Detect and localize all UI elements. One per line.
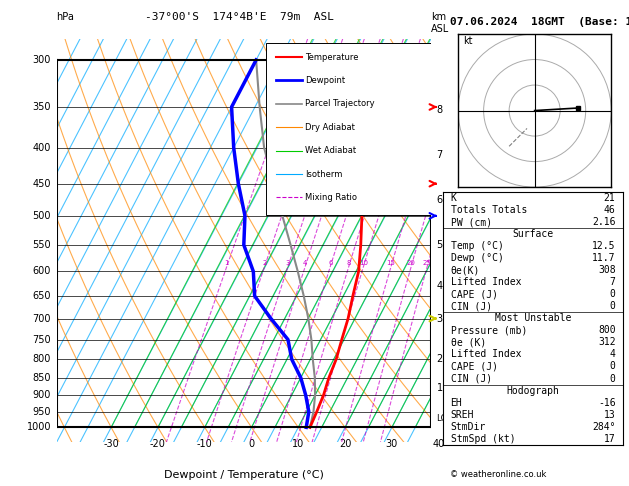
Text: Parcel Trajectory: Parcel Trajectory: [306, 99, 375, 108]
Text: EH: EH: [450, 398, 462, 408]
Text: 7: 7: [610, 277, 616, 287]
Text: 0: 0: [610, 374, 616, 383]
Text: km
ASL: km ASL: [431, 12, 449, 34]
Text: 750: 750: [32, 334, 51, 345]
Text: 900: 900: [33, 390, 51, 400]
Text: Lifted Index: Lifted Index: [450, 277, 521, 287]
Text: 600: 600: [33, 266, 51, 277]
Text: SREH: SREH: [450, 410, 474, 419]
Text: 30: 30: [386, 439, 398, 450]
Text: 12.5: 12.5: [592, 241, 616, 251]
Text: 350: 350: [33, 102, 51, 112]
Text: -37°00'S  174°4B'E  79m  ASL: -37°00'S 174°4B'E 79m ASL: [145, 12, 333, 22]
Text: 5: 5: [437, 240, 443, 250]
Text: 13: 13: [604, 410, 616, 419]
Text: Lifted Index: Lifted Index: [450, 349, 521, 360]
Text: 17: 17: [604, 434, 616, 444]
Text: Surface: Surface: [513, 229, 554, 239]
Text: 4: 4: [437, 281, 443, 292]
Text: Dewp (°C): Dewp (°C): [450, 253, 503, 263]
Text: 4: 4: [610, 349, 616, 360]
Text: K: K: [450, 193, 457, 203]
Text: 20: 20: [407, 260, 416, 266]
Text: 07.06.2024  18GMT  (Base: 12): 07.06.2024 18GMT (Base: 12): [450, 17, 629, 27]
Text: 2: 2: [437, 354, 443, 364]
Text: Wet Adiabat: Wet Adiabat: [306, 146, 357, 155]
Text: kt: kt: [463, 36, 473, 46]
Text: 21: 21: [604, 193, 616, 203]
Text: 2.16: 2.16: [592, 217, 616, 227]
Text: Temperature: Temperature: [306, 52, 359, 62]
Text: 20: 20: [339, 439, 351, 450]
Text: -20: -20: [150, 439, 166, 450]
Text: CIN (J): CIN (J): [450, 374, 492, 383]
Text: CAPE (J): CAPE (J): [450, 289, 498, 299]
Text: 500: 500: [33, 211, 51, 221]
Text: Hodograph: Hodograph: [506, 385, 560, 396]
Text: 700: 700: [33, 313, 51, 324]
Text: Most Unstable: Most Unstable: [495, 313, 571, 323]
Text: Mixing Ratio (g/kg): Mixing Ratio (g/kg): [452, 194, 462, 287]
Text: 11.7: 11.7: [592, 253, 616, 263]
Text: Dewpoint / Temperature (°C): Dewpoint / Temperature (°C): [164, 470, 324, 481]
Text: 2: 2: [262, 260, 267, 266]
Text: 0: 0: [610, 301, 616, 312]
Text: Pressure (mb): Pressure (mb): [450, 325, 527, 335]
Text: PW (cm): PW (cm): [450, 217, 492, 227]
Text: 46: 46: [604, 205, 616, 215]
Text: 6: 6: [328, 260, 333, 266]
Text: CAPE (J): CAPE (J): [450, 362, 498, 371]
Text: 0: 0: [248, 439, 255, 450]
Text: 7: 7: [437, 150, 443, 160]
Text: 0: 0: [610, 362, 616, 371]
Text: θe (K): θe (K): [450, 337, 486, 347]
Text: 400: 400: [33, 143, 51, 153]
Text: θe(K): θe(K): [450, 265, 480, 275]
Text: 4: 4: [303, 260, 308, 266]
Text: 0: 0: [610, 289, 616, 299]
Text: 300: 300: [33, 55, 51, 65]
Text: 3: 3: [286, 260, 290, 266]
Text: 650: 650: [33, 291, 51, 301]
Text: © weatheronline.co.uk: © weatheronline.co.uk: [450, 469, 546, 479]
Text: -10: -10: [197, 439, 213, 450]
Text: 25: 25: [423, 260, 431, 266]
Text: LCL: LCL: [437, 414, 452, 422]
Text: 1: 1: [225, 260, 229, 266]
Text: 3: 3: [437, 313, 443, 324]
Text: 450: 450: [33, 179, 51, 189]
Text: 1: 1: [437, 383, 443, 393]
Text: 950: 950: [33, 407, 51, 417]
Text: -16: -16: [598, 398, 616, 408]
Text: 550: 550: [32, 240, 51, 250]
Text: 800: 800: [598, 325, 616, 335]
Text: 284°: 284°: [592, 422, 616, 432]
Text: CIN (J): CIN (J): [450, 301, 492, 312]
Text: -30: -30: [103, 439, 119, 450]
Text: Totals Totals: Totals Totals: [450, 205, 527, 215]
Text: hPa: hPa: [57, 12, 74, 22]
Text: 6: 6: [437, 195, 443, 205]
Text: 312: 312: [598, 337, 616, 347]
Text: Dry Adiabat: Dry Adiabat: [306, 123, 355, 132]
Text: 800: 800: [33, 354, 51, 364]
Text: 10: 10: [292, 439, 304, 450]
FancyBboxPatch shape: [266, 43, 435, 215]
Text: 15: 15: [387, 260, 396, 266]
Text: StmDir: StmDir: [450, 422, 486, 432]
Text: 850: 850: [33, 373, 51, 383]
Text: Mixing Ratio: Mixing Ratio: [306, 193, 357, 202]
Text: 40: 40: [433, 439, 445, 450]
Text: 8: 8: [347, 260, 351, 266]
Text: 308: 308: [598, 265, 616, 275]
Text: Temp (°C): Temp (°C): [450, 241, 503, 251]
Text: StmSpd (kt): StmSpd (kt): [450, 434, 515, 444]
Text: Dewpoint: Dewpoint: [306, 76, 345, 85]
Text: 10: 10: [359, 260, 368, 266]
Text: 1000: 1000: [26, 422, 51, 433]
Text: Isotherm: Isotherm: [306, 170, 343, 178]
Text: 8: 8: [437, 104, 443, 115]
